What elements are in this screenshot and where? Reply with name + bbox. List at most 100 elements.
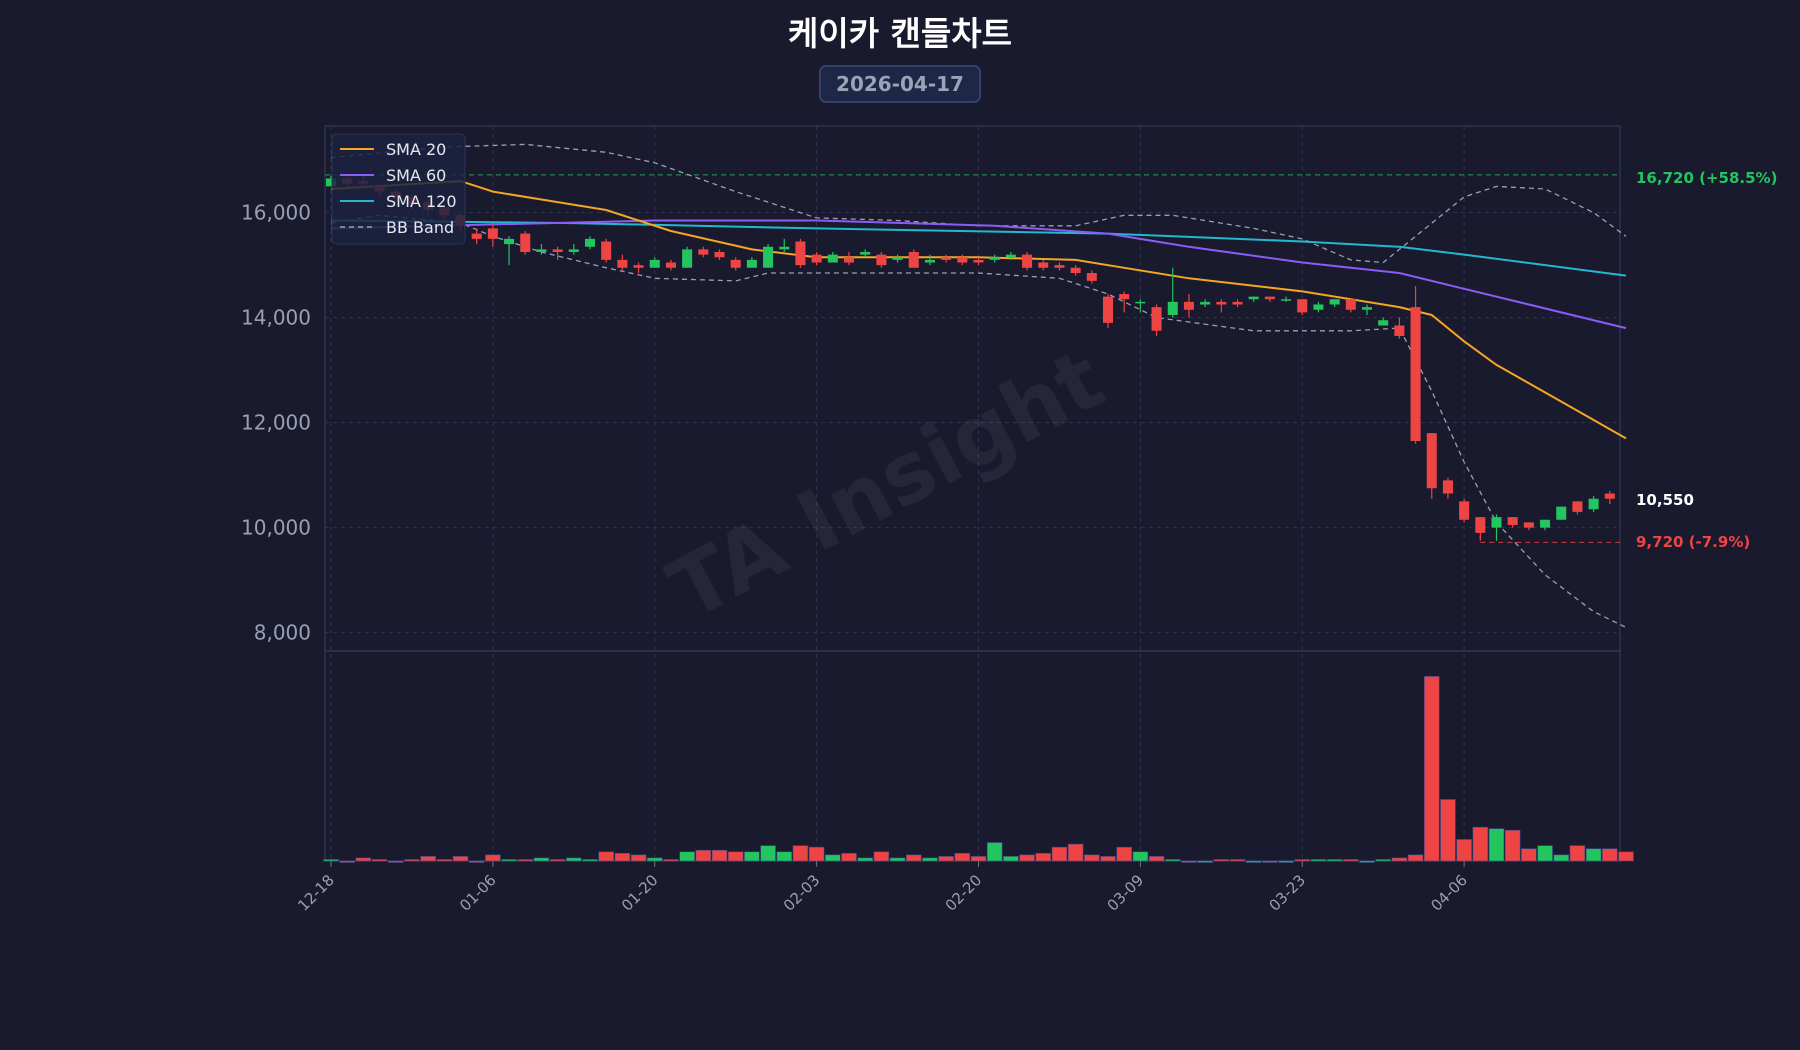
candle-body xyxy=(1572,501,1583,512)
volume-bar xyxy=(404,859,420,862)
candle-body xyxy=(1022,254,1033,268)
volume-bar xyxy=(986,842,1003,862)
chart-title: 케이카 캔들차트 xyxy=(788,14,1012,53)
volume-bar xyxy=(711,849,728,862)
candle-body xyxy=(1281,299,1292,301)
volume-bar xyxy=(922,857,938,862)
candle-body xyxy=(1151,307,1162,331)
candle-body xyxy=(1038,262,1049,268)
candle-body xyxy=(714,252,725,258)
volume-bar xyxy=(954,853,971,862)
candle-body xyxy=(779,246,790,250)
volume-bar xyxy=(582,859,598,862)
volume-bar xyxy=(533,857,550,862)
volume-bar xyxy=(1424,676,1440,862)
candle-body xyxy=(325,178,337,187)
volume-bar xyxy=(549,859,566,862)
volume-bar xyxy=(436,859,453,862)
volume-bar xyxy=(1569,845,1586,862)
volume-bar xyxy=(598,851,614,862)
candle-body xyxy=(1426,433,1437,489)
candle-body xyxy=(795,241,806,266)
volume-bar xyxy=(727,851,744,862)
candle-body xyxy=(1378,320,1389,326)
candle-body xyxy=(1507,517,1518,525)
price-tick-label: 10,000 xyxy=(241,516,311,540)
candle-body xyxy=(1200,301,1211,305)
candle-body xyxy=(1345,299,1356,310)
volume-bar xyxy=(1407,854,1424,862)
volume-bar xyxy=(841,853,857,862)
volume-bar xyxy=(388,860,404,863)
candle-body xyxy=(1588,498,1599,510)
candle-body xyxy=(471,233,482,239)
candle-body xyxy=(504,238,515,245)
volume-bar xyxy=(1019,854,1035,862)
legend-label-sma60: SMA 60 xyxy=(386,166,446,185)
volume-bar xyxy=(1537,845,1553,862)
volume-bar xyxy=(1132,851,1149,862)
candle-body xyxy=(1475,517,1486,533)
candle-body xyxy=(487,228,498,239)
candle-body xyxy=(892,257,903,260)
volume-bar xyxy=(355,857,372,862)
volume-bar xyxy=(889,857,906,862)
candle-body xyxy=(860,252,871,255)
volume-bar xyxy=(1165,859,1181,862)
candle-body xyxy=(1102,296,1114,323)
candle-body xyxy=(601,241,612,260)
candle-body xyxy=(682,249,693,268)
candle-body xyxy=(633,265,644,268)
candle-body xyxy=(908,252,919,268)
volume-bar xyxy=(1456,839,1472,862)
candle-body xyxy=(1313,304,1324,310)
candle-body xyxy=(1394,325,1405,336)
candle-body xyxy=(1248,296,1259,300)
volume-panel xyxy=(323,676,1634,863)
price-tick-label: 12,000 xyxy=(241,411,311,435)
volume-bar xyxy=(1326,859,1343,862)
volume-bar xyxy=(1440,799,1456,862)
volume-bar xyxy=(1213,859,1230,862)
volume-bar xyxy=(1229,859,1246,862)
volume-bar xyxy=(1003,856,1019,862)
volume-bar xyxy=(1472,826,1489,862)
volume-bar xyxy=(468,860,485,863)
candle-body xyxy=(1361,307,1373,310)
candle-body xyxy=(763,246,774,268)
candle-body xyxy=(1556,506,1567,520)
legend-label-sma20: SMA 20 xyxy=(386,140,446,159)
volume-bar xyxy=(1553,854,1569,862)
volume-bar xyxy=(695,849,712,862)
volume-bar xyxy=(1148,856,1165,862)
volume-bar xyxy=(420,856,436,862)
volume-bar xyxy=(792,845,809,862)
candle-body xyxy=(536,249,547,252)
legend-label-bb: BB Band xyxy=(386,218,454,237)
volume-bar xyxy=(1359,860,1375,863)
volume-bar xyxy=(1262,860,1278,863)
candle-body xyxy=(1054,265,1065,268)
candle-body xyxy=(941,257,952,260)
price-tick-label: 8,000 xyxy=(254,621,311,645)
volume-bar xyxy=(501,859,517,862)
candle-body xyxy=(698,249,709,255)
candle-body xyxy=(1329,299,1340,305)
volume-bar xyxy=(825,854,841,862)
sma120-line xyxy=(330,219,1627,277)
candle-body xyxy=(1119,294,1130,300)
candle-body xyxy=(1232,301,1243,305)
volume-bar xyxy=(970,856,987,862)
candle-body xyxy=(989,257,1000,260)
candle-body xyxy=(924,259,935,263)
candle-body xyxy=(957,257,968,263)
candle-body xyxy=(1540,519,1551,528)
candle-body xyxy=(552,249,563,252)
volume-bar xyxy=(1488,828,1505,862)
volume-bar xyxy=(1375,859,1391,862)
volume-bar xyxy=(1602,848,1618,862)
candle-body xyxy=(1264,296,1275,300)
candle-body xyxy=(811,254,822,263)
volume-bar xyxy=(776,851,792,862)
candle-body xyxy=(1523,522,1534,528)
